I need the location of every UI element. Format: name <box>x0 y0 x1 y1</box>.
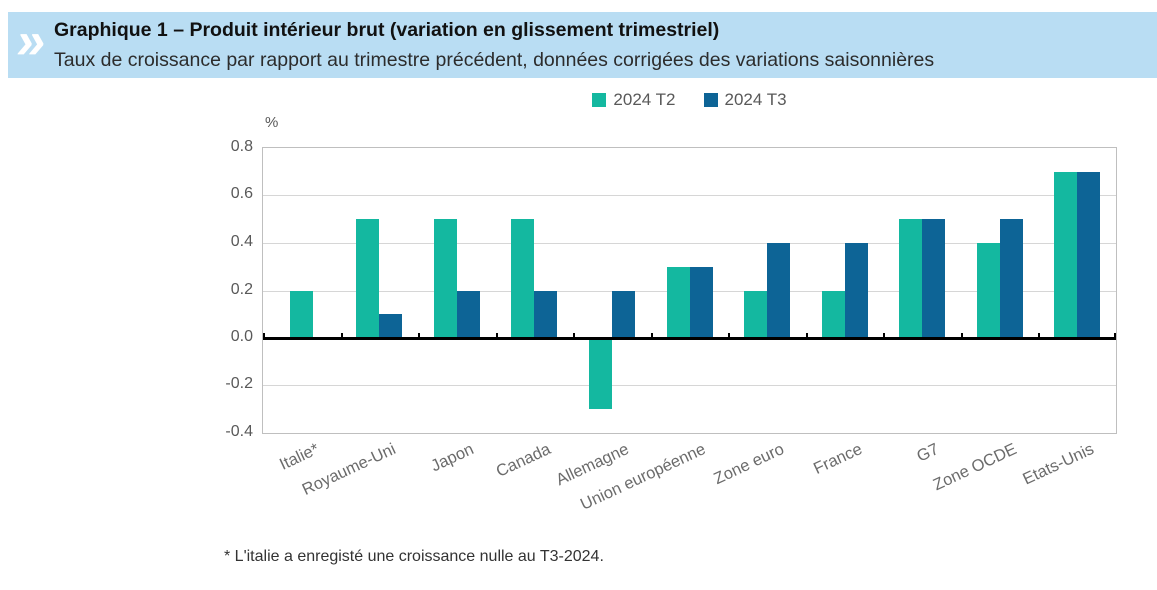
legend-label-2024-t3: 2024 T3 <box>724 90 787 109</box>
bar-Canada-2024-T2 <box>511 219 534 338</box>
y-tick-label-0.0: 0.0 <box>230 328 253 345</box>
gridline--0.2 <box>263 385 1116 386</box>
x-axis-category-labels: Italie* Royaume-Uni Japon Canada Allemagne Un… <box>262 435 1117 553</box>
y-tick-label--0.2: -0.2 <box>225 375 253 392</box>
bar-Allemagne-2024-T2 <box>589 338 612 409</box>
bar-Italie-2024-T2 <box>290 291 313 339</box>
y-tick-label-0.8: 0.8 <box>230 138 253 155</box>
x-category-label-Zone euro: Zone euro <box>710 440 787 489</box>
zero-axis-line <box>263 337 1116 340</box>
legend-item-2024-t3: 2024 T3 <box>703 90 787 110</box>
bar-Union européenne-2024-T2 <box>667 267 690 338</box>
gridline-0.4 <box>263 243 1116 244</box>
x-category-label-Etats-Unis: Etats-Unis <box>1020 440 1097 489</box>
x-axis-tick <box>651 333 653 338</box>
y-axis-tick-labels: 0.8 0.6 0.4 0.2 0.0 -0.2 -0.4 <box>175 138 253 440</box>
y-tick-label-0.2: 0.2 <box>230 281 253 298</box>
x-category-label-Zone OCDE: Zone OCDE <box>930 440 1020 495</box>
bar-G7-2024-T3 <box>922 219 945 338</box>
bar-Zone euro-2024-T2 <box>744 291 767 339</box>
y-tick-label--0.4: -0.4 <box>225 423 253 440</box>
bar-Allemagne-2024-T3 <box>612 291 635 339</box>
bar-France-2024-T3 <box>845 243 868 338</box>
x-category-label-G7: G7 <box>914 440 942 466</box>
bar-G7-2024-T2 <box>899 219 922 338</box>
x-category-label-Canada: Canada <box>493 440 554 481</box>
legend-swatch-2024-t2-icon <box>592 93 607 107</box>
y-axis-unit-label: % <box>265 114 279 131</box>
bar-Zone OCDE-2024-T2 <box>977 243 1000 338</box>
chart-header-band: » Graphique 1 – Produit intérieur brut (… <box>8 12 1157 78</box>
bar-Japon-2024-T2 <box>434 219 457 338</box>
double-chevron-right-icon: » <box>13 12 51 70</box>
x-axis-tick <box>883 333 885 338</box>
bar-Royaume-Uni-2024-T2 <box>356 219 379 338</box>
x-axis-tick <box>418 333 420 338</box>
x-axis-tick <box>1038 333 1040 338</box>
legend-item-2024-t2: 2024 T2 <box>592 90 676 110</box>
plot-area <box>262 147 1117 434</box>
legend-label-2024-t2: 2024 T2 <box>613 90 676 109</box>
legend: 2024 T2 2024 T3 <box>262 88 1117 112</box>
header-titles: Graphique 1 – Produit intérieur brut (va… <box>54 12 934 75</box>
x-axis-tick <box>496 333 498 338</box>
bar-Canada-2024-T3 <box>534 291 557 339</box>
bar-Japon-2024-T3 <box>457 291 480 339</box>
bar-Etats-Unis-2024-T2 <box>1054 172 1077 338</box>
x-category-label-Japon: Japon <box>428 440 477 476</box>
y-tick-label-0.6: 0.6 <box>230 185 253 202</box>
bar-France-2024-T2 <box>822 291 845 339</box>
x-axis-tick <box>1114 333 1116 338</box>
x-axis-tick <box>341 333 343 338</box>
x-axis-tick <box>728 333 730 338</box>
bar-Zone OCDE-2024-T3 <box>1000 219 1023 338</box>
footnote: * L'italie a enregisté une croissance nu… <box>224 548 604 565</box>
bar-Royaume-Uni-2024-T3 <box>379 314 402 338</box>
x-axis-tick <box>961 333 963 338</box>
bar-Zone euro-2024-T3 <box>767 243 790 338</box>
x-category-label-Italie: Italie* <box>276 440 322 474</box>
gridline-0.6 <box>263 195 1116 196</box>
legend-swatch-2024-t3-icon <box>703 93 718 107</box>
x-axis-tick <box>263 333 265 338</box>
chart-subtitle: Taux de croissance par rapport au trimes… <box>54 49 935 71</box>
bar-Etats-Unis-2024-T3 <box>1077 172 1100 338</box>
x-axis-tick <box>806 333 808 338</box>
chart-title: Graphique 1 – Produit intérieur brut (va… <box>54 19 720 41</box>
y-tick-label-0.4: 0.4 <box>230 233 253 250</box>
x-axis-tick <box>573 333 575 338</box>
bar-Union européenne-2024-T3 <box>690 267 713 338</box>
x-category-label-France: France <box>810 440 865 479</box>
